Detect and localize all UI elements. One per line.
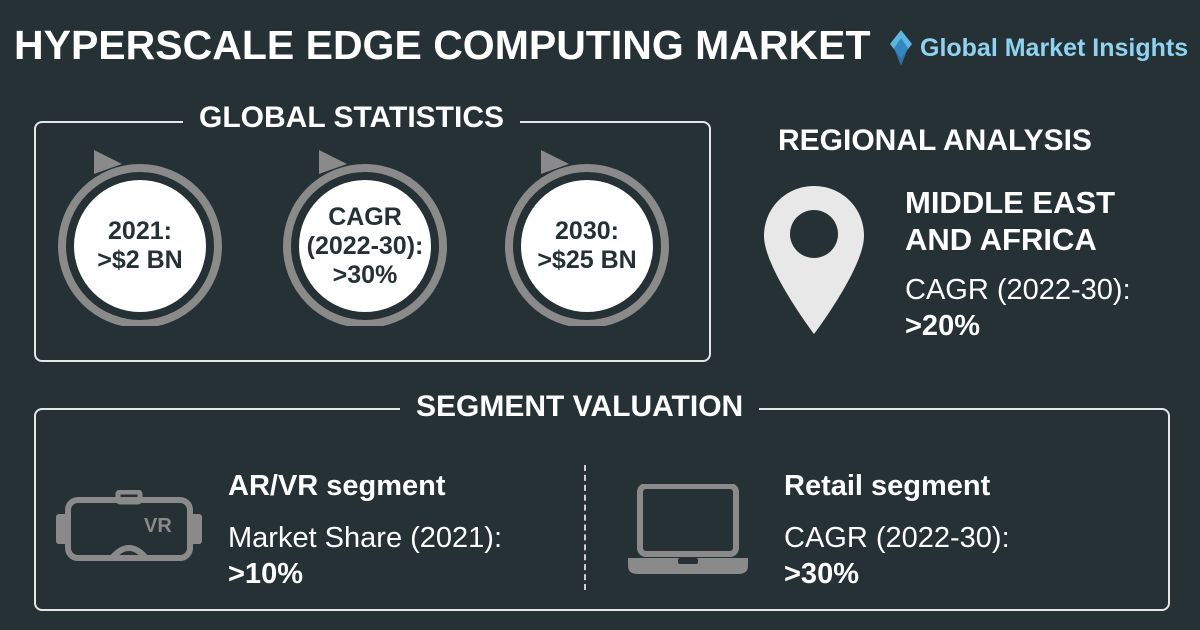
- location-pin-icon: [764, 186, 864, 334]
- logo-text: Global Market Insights: [920, 33, 1189, 62]
- segment-retail-metric: CAGR (2022-30):: [784, 522, 1010, 554]
- region-name-line1: MIDDLE EAST: [905, 185, 1116, 220]
- laptop-icon: [628, 484, 748, 574]
- stat-cagr-period: (2022-30):: [306, 231, 424, 260]
- segment-retail-value: >30%: [784, 558, 859, 590]
- region-name: MIDDLE EAST AND AFRICA: [905, 184, 1115, 258]
- segment-retail-name: Retail segment: [784, 470, 991, 502]
- segment-valuation-panel: [34, 408, 1170, 611]
- stat-circle-2030: 2030: >$25 BN: [499, 150, 675, 326]
- segment-valuation-title: SEGMENT VALUATION: [400, 390, 760, 424]
- stat-circle-2021: 2021: >$2 BN: [52, 150, 228, 326]
- regional-analysis-title: REGIONAL ANALYSIS: [778, 124, 1092, 157]
- diamond-logo-icon: [890, 30, 912, 66]
- stat-2030-label: 2030:: [555, 217, 619, 245]
- region-metric-value: >20%: [905, 310, 980, 342]
- segment-arvr-metric: Market Share (2021):: [228, 522, 503, 554]
- stat-circle-cagr: CAGR (2022-30): >30%: [277, 150, 453, 326]
- stat-2021-value: >$2 BN: [97, 246, 183, 274]
- stat-2021-label: 2021:: [108, 217, 172, 245]
- stat-cagr-value: >30%: [332, 260, 398, 289]
- global-statistics-title: GLOBAL STATISTICS: [183, 101, 520, 135]
- segment-arvr-name: AR/VR segment: [228, 470, 446, 502]
- page-title: HYPERSCALE EDGE COMPUTING MARKET: [14, 22, 871, 68]
- region-name-line2: AND AFRICA: [905, 222, 1097, 257]
- vr-headset-icon: VR: [56, 490, 202, 561]
- vr-icon-label: VR: [144, 515, 172, 537]
- brand-logo: Global Market Insights: [888, 26, 1188, 70]
- segment-divider: [584, 465, 586, 590]
- stat-2030-value: >$25 BN: [537, 246, 637, 274]
- segment-arvr-value: >10%: [228, 558, 303, 590]
- stat-cagr-label: CAGR: [328, 202, 402, 231]
- region-metric-label: CAGR (2022-30):: [905, 274, 1131, 306]
